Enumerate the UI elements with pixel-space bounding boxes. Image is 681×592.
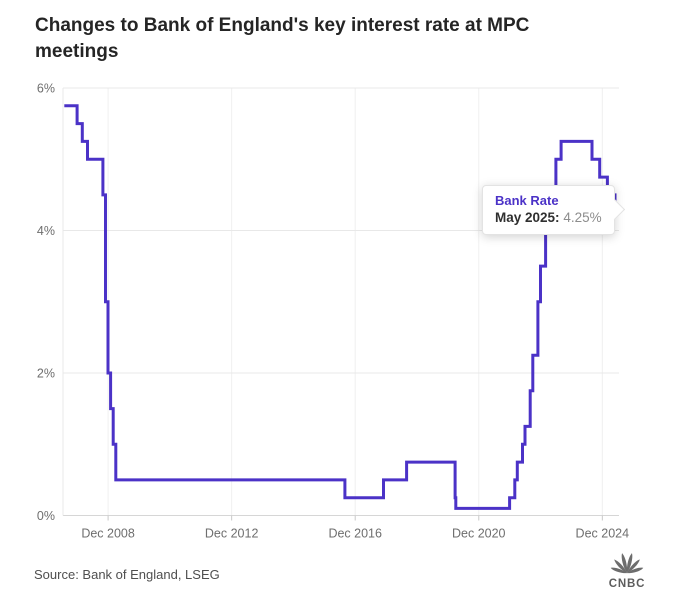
tooltip-rate-value: 4.25%	[563, 210, 602, 225]
tooltip: Bank Rate May 2025: 4.25%	[482, 185, 625, 235]
tooltip-series-name: Bank Rate	[495, 193, 559, 208]
chart-title-line1: Changes to Bank of England's key interes…	[35, 15, 530, 36]
source-attribution: Source: Bank of England, LSEG	[34, 567, 220, 582]
x-axis-tick-label: Dec 2024	[576, 527, 630, 541]
y-axis-tick-label: 6%	[37, 82, 55, 96]
cnbc-logo: CNBC	[604, 550, 650, 590]
chart-title-line2: meetings	[35, 41, 119, 62]
y-axis-tick-label: 4%	[37, 224, 55, 238]
y-axis-tick-label: 2%	[37, 367, 55, 381]
x-axis-tick-label: Dec 2016	[328, 527, 382, 541]
tooltip-date-label: May 2025:	[495, 210, 560, 225]
x-axis-tick-label: Dec 2008	[81, 527, 135, 541]
tooltip-value-row: May 2025: 4.25%	[495, 209, 602, 227]
chart-title: Changes to Bank of England's key interes…	[35, 13, 529, 65]
cnbc-peacock-icon	[610, 553, 644, 574]
x-axis-tick-label: Dec 2012	[205, 527, 259, 541]
cnbc-logo-text: CNBC	[608, 578, 646, 590]
x-axis-tick-label: Dec 2020	[452, 527, 506, 541]
y-axis-tick-label: 0%	[37, 509, 55, 523]
bank-rate-step-line	[64, 104, 619, 510]
